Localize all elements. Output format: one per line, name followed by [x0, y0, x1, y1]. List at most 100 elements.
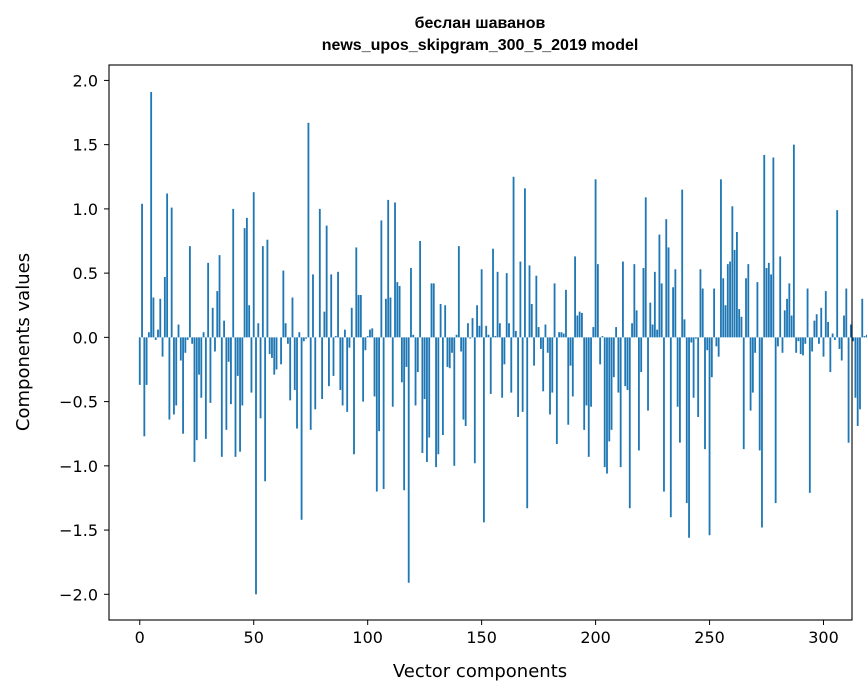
bar [537, 327, 540, 338]
bar [865, 334, 867, 338]
bar [667, 247, 670, 338]
bar [239, 337, 241, 452]
bar [264, 337, 267, 482]
plot-frame [108, 64, 853, 621]
bar [596, 264, 599, 338]
bar [735, 232, 738, 338]
bar [672, 287, 674, 338]
bar [578, 311, 581, 338]
bar [859, 337, 861, 410]
bar [198, 337, 200, 375]
bar [455, 334, 458, 338]
bar [211, 307, 214, 338]
bar [797, 337, 800, 342]
bar [606, 337, 608, 474]
bar [749, 337, 752, 411]
bar [501, 337, 504, 398]
bar [364, 337, 367, 351]
bar [469, 337, 472, 339]
bar [824, 291, 827, 338]
bar [813, 320, 816, 338]
bar [435, 337, 437, 468]
bar [138, 337, 141, 385]
bar [731, 206, 734, 338]
bar [549, 337, 551, 415]
bar [733, 250, 736, 338]
bar [669, 337, 672, 518]
bar [539, 337, 542, 349]
bar [763, 154, 766, 338]
bar [446, 337, 449, 367]
bar [656, 329, 659, 338]
bar [385, 298, 387, 338]
bar [674, 269, 677, 338]
bar [248, 305, 251, 338]
bar [220, 337, 223, 457]
bar [811, 337, 814, 352]
bar [713, 288, 716, 338]
bar [410, 267, 412, 338]
bar [498, 323, 501, 338]
bar [635, 310, 638, 338]
bar [339, 337, 342, 391]
bar [186, 337, 189, 340]
bar [457, 246, 460, 338]
bar [343, 329, 346, 338]
bar [852, 337, 855, 342]
bar [230, 337, 232, 405]
bar [200, 337, 203, 398]
bar [476, 305, 478, 338]
bar [651, 324, 654, 338]
bar [827, 321, 829, 338]
bar [761, 337, 763, 528]
bar [512, 176, 515, 338]
bar [640, 337, 643, 373]
bar [660, 283, 663, 338]
bar [369, 329, 371, 338]
bar [439, 303, 442, 338]
bar [738, 309, 741, 338]
bar [688, 337, 690, 538]
bar [225, 337, 228, 430]
bar [421, 337, 424, 453]
bar [665, 219, 668, 338]
bar [489, 337, 492, 394]
bar [542, 337, 545, 392]
bar [147, 332, 150, 338]
bar [767, 262, 770, 338]
bar [562, 333, 565, 338]
bar [790, 315, 793, 338]
bar [483, 337, 485, 523]
bar [318, 208, 321, 338]
bar [505, 273, 508, 338]
bar [170, 207, 173, 338]
bar [227, 337, 230, 362]
bar [517, 337, 520, 418]
bar [619, 337, 622, 468]
bar [216, 291, 219, 338]
bar [400, 337, 403, 383]
bar [166, 193, 169, 338]
bar [590, 337, 592, 407]
bar [485, 325, 488, 338]
bar [567, 337, 570, 425]
bar [788, 283, 791, 338]
bar [555, 337, 558, 444]
bar [448, 337, 451, 369]
bar [799, 337, 802, 355]
bar [375, 337, 378, 492]
bar [626, 337, 629, 391]
bar [603, 337, 606, 468]
bar [751, 337, 754, 393]
bar [398, 285, 401, 338]
bar [521, 337, 524, 412]
bar [405, 337, 408, 367]
bar [770, 274, 772, 338]
chart-title: беслан шаванов [415, 15, 546, 32]
bar [724, 305, 727, 338]
bar [569, 337, 572, 366]
bar [257, 323, 260, 338]
bar [141, 203, 143, 338]
bar [305, 337, 308, 339]
